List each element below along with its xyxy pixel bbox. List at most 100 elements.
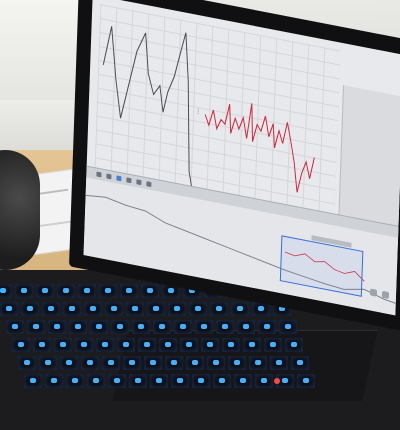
keyboard-key[interactable] xyxy=(129,374,147,388)
keyboard-key[interactable] xyxy=(297,374,315,388)
keyboard-key[interactable] xyxy=(54,338,72,352)
keyboard-key[interactable] xyxy=(243,338,261,352)
key-glow xyxy=(261,378,267,383)
keyboard-key[interactable] xyxy=(60,356,78,370)
keyboard-key[interactable] xyxy=(24,374,42,388)
overview-trace xyxy=(85,194,396,304)
zoom-icon[interactable] xyxy=(96,171,102,178)
keyboard-key[interactable] xyxy=(216,320,234,334)
pan-icon[interactable] xyxy=(106,173,112,180)
play-icon[interactable] xyxy=(116,175,122,182)
keyboard-key[interactable] xyxy=(0,302,18,316)
keyboard-key[interactable] xyxy=(237,320,255,334)
keyboard-key[interactable] xyxy=(153,320,171,334)
keyboard-key[interactable] xyxy=(27,320,45,334)
overview-icon[interactable] xyxy=(369,288,378,297)
keyboard-key[interactable] xyxy=(186,356,204,370)
keyboard-key[interactable] xyxy=(189,302,207,316)
keyboard-key[interactable] xyxy=(45,374,63,388)
keyboard-key[interactable] xyxy=(249,356,267,370)
key-glow xyxy=(21,288,27,293)
keyboard-key[interactable] xyxy=(171,374,189,388)
keyboard-key[interactable] xyxy=(147,302,165,316)
keyboard-key[interactable] xyxy=(279,320,297,334)
keyboard-key[interactable] xyxy=(12,338,30,352)
keyboard-key[interactable] xyxy=(36,284,54,298)
keyboard-key[interactable] xyxy=(252,302,270,316)
keyboard-key[interactable] xyxy=(222,338,240,352)
marker-icon[interactable] xyxy=(136,179,142,186)
keyboard-key[interactable] xyxy=(210,302,228,316)
keyboard-key[interactable] xyxy=(141,284,159,298)
keyboard-key[interactable] xyxy=(33,338,51,352)
keyboard-key[interactable] xyxy=(174,320,192,334)
keyboard-key[interactable] xyxy=(75,338,93,352)
keyboard-key[interactable] xyxy=(234,374,252,388)
photo-scene: ⋮ xyxy=(0,0,400,400)
key-glow xyxy=(228,342,234,347)
keyboard-key[interactable] xyxy=(21,302,39,316)
keyboard-key[interactable] xyxy=(57,284,75,298)
close-icon[interactable] xyxy=(146,181,152,188)
keyboard-key[interactable] xyxy=(192,374,210,388)
keyboard-key[interactable] xyxy=(159,338,177,352)
keyboard-key[interactable] xyxy=(258,320,276,334)
key-glow xyxy=(150,360,156,365)
key-glow xyxy=(186,342,192,347)
keyboard-key[interactable] xyxy=(138,338,156,352)
keyboard-key[interactable] xyxy=(255,374,273,388)
keyboard-key[interactable] xyxy=(42,302,60,316)
keyboard-key[interactable] xyxy=(108,374,126,388)
keyboard-key[interactable] xyxy=(96,338,114,352)
settings-icon[interactable] xyxy=(126,177,132,184)
keyboard-key[interactable] xyxy=(150,374,168,388)
headphones xyxy=(0,150,40,270)
keyboard-key[interactable] xyxy=(228,356,246,370)
keyboard-key[interactable] xyxy=(78,284,96,298)
keyboard-key[interactable] xyxy=(105,302,123,316)
keyboard-key[interactable] xyxy=(195,320,213,334)
keyboard-key[interactable] xyxy=(117,338,135,352)
keyboard-key[interactable] xyxy=(180,338,198,352)
keyboard-key[interactable] xyxy=(231,302,249,316)
keyboard-key[interactable] xyxy=(270,356,288,370)
keyboard-key[interactable] xyxy=(126,302,144,316)
key-glow xyxy=(102,342,108,347)
keyboard-key[interactable] xyxy=(90,320,108,334)
keyboard-key[interactable] xyxy=(102,356,120,370)
keyboard-key[interactable] xyxy=(81,356,99,370)
keyboard-key[interactable] xyxy=(291,356,309,370)
keyboard-key[interactable] xyxy=(132,320,150,334)
keyboard-key[interactable] xyxy=(285,338,303,352)
keyboard-key[interactable] xyxy=(207,356,225,370)
keyboard-key[interactable] xyxy=(15,284,33,298)
keyboard-key[interactable] xyxy=(48,320,66,334)
keyboard-key[interactable] xyxy=(162,284,180,298)
keyboard-key[interactable] xyxy=(201,338,219,352)
keyboard-key[interactable] xyxy=(69,320,87,334)
keyboard-key[interactable] xyxy=(120,284,138,298)
keyboard-key[interactable] xyxy=(39,356,57,370)
keyboard-key[interactable] xyxy=(276,374,294,388)
keyboard-key[interactable] xyxy=(0,284,12,298)
keyboard-key[interactable] xyxy=(66,374,84,388)
keyboard-key[interactable] xyxy=(165,356,183,370)
keyboard-key[interactable] xyxy=(264,338,282,352)
keyboard-key[interactable] xyxy=(144,356,162,370)
key-glow xyxy=(216,306,222,311)
keyboard-key[interactable] xyxy=(6,320,24,334)
key-glow xyxy=(159,324,165,329)
key-glow xyxy=(135,378,141,383)
keyboard-key[interactable] xyxy=(63,302,81,316)
overview-icon[interactable] xyxy=(381,290,390,300)
keyboard-key[interactable] xyxy=(111,320,129,334)
key-glow xyxy=(24,360,30,365)
keyboard-key[interactable] xyxy=(99,284,117,298)
key-glow xyxy=(123,342,129,347)
keyboard-key[interactable] xyxy=(213,374,231,388)
keyboard-key[interactable] xyxy=(18,356,36,370)
keyboard-key[interactable] xyxy=(168,302,186,316)
keyboard-key[interactable] xyxy=(87,374,105,388)
keyboard-key[interactable] xyxy=(123,356,141,370)
keyboard-key[interactable] xyxy=(84,302,102,316)
